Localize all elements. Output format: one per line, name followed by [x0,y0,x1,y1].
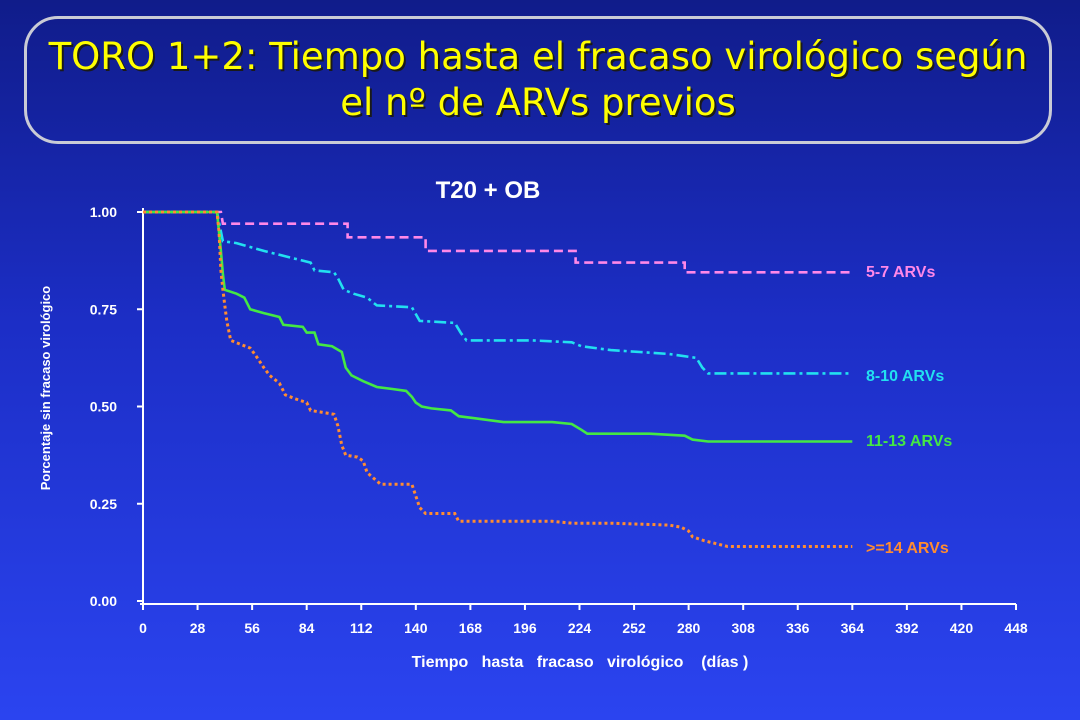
x-tick-label: 196 [513,620,537,636]
chart-subtitle: T20 + OB [436,177,541,204]
series-label-1: 8-10 ARVs [866,368,944,385]
series-label-0: 5-7 ARVs [866,264,935,281]
x-tick-label: 280 [677,620,701,636]
x-tick-label: 28 [190,620,206,636]
x-tick-label: 224 [568,620,592,636]
x-tick-label: 112 [350,620,373,636]
series-line-3 [143,210,853,548]
y-tick-label: 0.25 [90,496,117,512]
x-tick-label: 168 [459,620,483,636]
series-line-2 [143,210,853,443]
series-line-0 [143,210,853,274]
x-tick-label: 336 [786,620,810,636]
y-tick-label: 1.00 [90,204,117,220]
y-tick-label: 0.00 [90,593,117,609]
y-tick-label: 0.50 [90,399,117,415]
series-label-2: 11-13 ARVs [866,433,952,450]
title-box: TORO 1+2: Tiempo hasta el fracaso viroló… [24,16,1052,144]
x-tick-label: 252 [622,620,646,636]
x-tick-label: 308 [732,620,756,636]
series-line-1 [143,210,853,375]
x-tick-label: 56 [244,620,260,636]
x-tick-label: 420 [950,620,974,636]
x-tick-label: 84 [299,620,315,636]
x-tick-label: 392 [895,620,919,636]
title-line-1: TORO 1+2: Tiempo hasta el fracaso viroló… [48,35,1028,78]
x-axis-label: Tiempo hasta fracaso virológico (días ) [412,654,749,671]
x-tick-label: 140 [404,620,428,636]
x-tick-label: 448 [1004,620,1028,636]
y-tick-label: 0.75 [90,301,117,317]
title-line-2: el nº de ARVs previos [340,81,736,124]
y-axis-label: Porcentaje sin fracaso virológico [38,286,53,491]
x-tick-label: 0 [139,620,147,636]
series-label-3: >=14 ARVs [866,540,949,557]
x-tick-label: 364 [841,620,865,636]
